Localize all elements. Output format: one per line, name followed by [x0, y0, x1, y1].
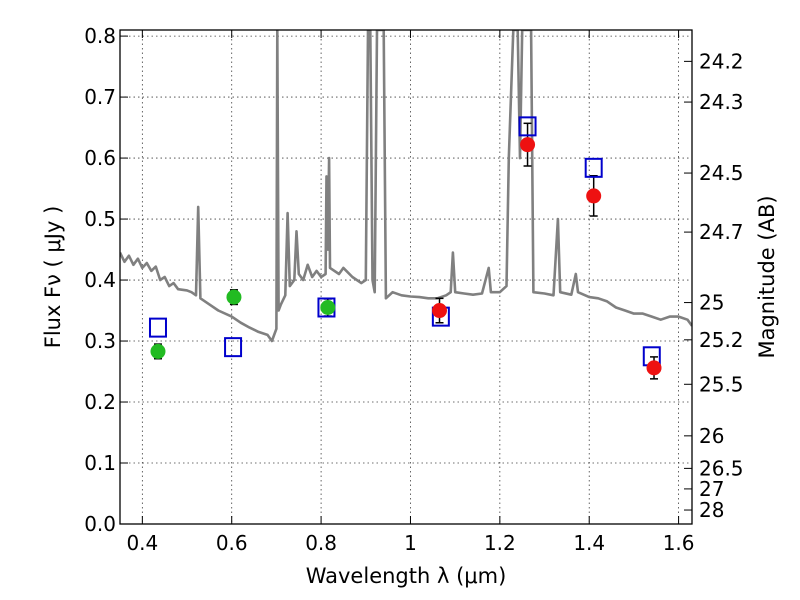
- magnitude-tick-label: 24.3: [699, 90, 744, 114]
- model-flux-square: [148, 317, 167, 338]
- magnitude-tick-label: 25: [699, 291, 724, 315]
- model-photometry-squares: [148, 116, 661, 367]
- observed-flux-point: [586, 188, 602, 204]
- magnitude-axis-title: Magnitude (AB): [755, 195, 779, 358]
- x-tick-label: 0.6: [216, 531, 248, 555]
- observed-flux-point: [150, 343, 166, 359]
- observed-flux-point: [520, 137, 536, 153]
- x-tick-label: 1.4: [573, 531, 605, 555]
- grid-lines: [120, 30, 692, 525]
- observed-flux-point: [432, 303, 448, 319]
- y-tick-label: 0.7: [84, 85, 116, 109]
- magnitude-tick-label: 24.7: [699, 220, 744, 244]
- magnitude-tick-label: 26.5: [699, 456, 744, 480]
- x-tick-label: 0.4: [126, 531, 158, 555]
- spectrum-line: [120, 30, 692, 343]
- x-tick-label: 1: [404, 531, 417, 555]
- y-tick-label: 0.1: [84, 451, 116, 475]
- y-tick-label: 0.5: [84, 207, 116, 231]
- observed-flux-point: [320, 299, 336, 315]
- magnitude-tick-label: 25.2: [699, 328, 744, 352]
- y-tick-label: 0.4: [84, 268, 116, 292]
- y-tick-label: 0.3: [84, 329, 116, 353]
- y-tick-label: 0.0: [84, 512, 116, 536]
- magnitude-tick-label: 26: [699, 424, 724, 448]
- observed-flux-point: [226, 289, 242, 305]
- x-tick-label: 1.6: [663, 531, 695, 555]
- axis-ticks: [120, 30, 692, 525]
- model-flux-square: [518, 116, 537, 137]
- y-tick-label: 0.8: [84, 24, 116, 48]
- plot-frame: [119, 29, 693, 525]
- magnitude-tick-label: 25.5: [699, 372, 744, 396]
- error-bars: [153, 122, 659, 380]
- y-tick-label: 0.6: [84, 146, 116, 170]
- model-flux-square: [584, 157, 603, 178]
- observed-flux-point: [646, 360, 662, 376]
- x-tick-label: 0.8: [305, 531, 337, 555]
- x-tick-labels: 0.4 0.6 0.8 1 1.2 1.4 1.6: [126, 531, 694, 555]
- magnitude-tick-label: 28: [699, 498, 724, 522]
- model-spectrum: [120, 30, 692, 343]
- x-tick-label: 1.2: [484, 531, 516, 555]
- x-axis-title: Wavelength λ (μm): [306, 564, 507, 588]
- y-tick-label: 0.2: [84, 390, 116, 414]
- magnitude-tick-label: 24.2: [699, 49, 744, 73]
- y-tick-labels: 0.0 0.1 0.2 0.3 0.4 0.5 0.6 0.7 0.8: [84, 24, 116, 536]
- y-axis-title: Flux Fν ( μJy ): [41, 206, 65, 349]
- model-flux-square: [224, 337, 243, 358]
- magnitude-tick-label: 24.5: [699, 161, 744, 185]
- observed-photometry-points: [150, 137, 662, 376]
- magnitude-tick-label: 27: [699, 477, 724, 501]
